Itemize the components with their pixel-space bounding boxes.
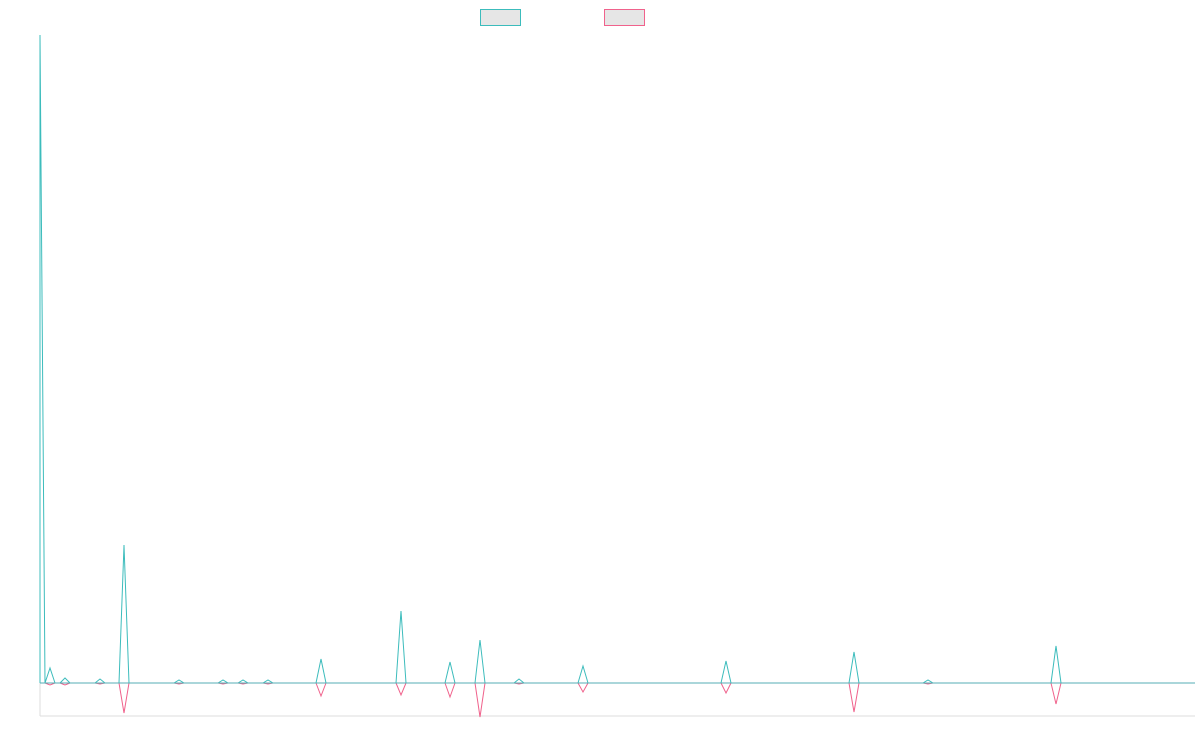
legend [480,9,645,26]
series-0-peak [395,610,407,684]
series-0 [39,34,1062,684]
series-1-peak [577,682,589,694]
legend-swatch-1[interactable] [604,9,645,26]
series-1-peak [444,682,456,699]
series-0-peak [39,34,46,684]
series-0-peak [922,679,934,684]
legend-swatch-0[interactable] [480,9,521,26]
series-0-peak [237,679,249,684]
series-0-peak [44,666,56,684]
series-0-peak [720,660,732,684]
series-1-peak [395,682,407,697]
series-0-peak [1050,645,1062,684]
series-1-peak [1050,682,1062,705]
series-1-peak [44,682,56,686]
series-0-peak [59,677,71,684]
series-0-peak [94,678,106,684]
series-1-peak [720,682,732,695]
series-1 [44,682,1062,718]
series-0-peak [474,639,486,684]
series-0-peak [444,661,456,684]
series-0-peak [513,678,525,684]
series-layer [39,34,1195,718]
axes [39,35,1195,717]
series-0-peak [577,664,589,684]
series-1-peak [315,682,327,698]
series-1-peak [118,682,130,714]
series-0-peak [118,544,130,684]
series-1-peak [59,682,71,686]
series-1-peak [474,682,486,718]
series-1-peak [848,682,860,713]
series-0-peak [217,679,229,684]
series-0-peak [315,658,327,684]
series-0-peak [262,679,274,684]
series-0-peak [848,651,860,684]
series-0-peak [173,679,185,684]
